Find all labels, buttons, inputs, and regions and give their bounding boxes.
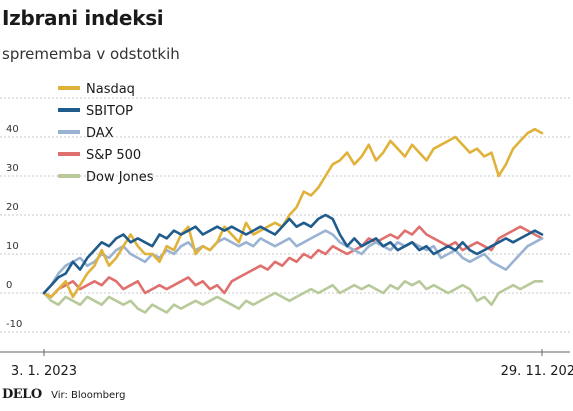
legend-label: Dow Jones: [86, 170, 154, 185]
y-tick-label: 20: [6, 202, 19, 213]
legend-label: S&P 500: [86, 148, 141, 163]
y-tick-label: 10: [6, 241, 19, 252]
brand-logo: DELO: [2, 387, 42, 402]
chart-subtitle: sprememba v odstotkih: [2, 45, 180, 63]
legend-label: SBITOP: [86, 104, 133, 119]
line-chart: -10 0 10 20 30 40 Nasdaq SBITOP DAX S&P 500 Dow J…: [0, 82, 573, 379]
footer: DELO Vir: Bloomberg: [2, 387, 125, 402]
series-line-sbitop: [42, 213, 544, 295]
x-tick-label: 29. 11. 2023: [501, 364, 573, 379]
chart-title: Izbrani indeksi: [2, 6, 164, 30]
source-note: Vir: Bloomberg: [51, 390, 126, 401]
series-line-nasdaq: [42, 127, 544, 299]
series-line-dow-jones: [42, 279, 544, 314]
legend-label: Nasdaq: [86, 82, 135, 97]
x-axis: 3. 1. 2023 29. 11. 2023: [0, 349, 573, 379]
y-tick-labels: -10 0 10 20 30 40: [6, 124, 22, 330]
y-tick-label: -10: [6, 319, 22, 330]
grid-lines: [0, 97, 570, 333]
y-tick-label: 0: [6, 280, 12, 291]
y-tick-label: 30: [6, 163, 19, 174]
x-tick-label: 3. 1. 2023: [11, 364, 77, 379]
series-line-dax: [42, 229, 544, 295]
legend-label: DAX: [86, 126, 114, 141]
legend: Nasdaq SBITOP DAX S&P 500 Dow Jones: [58, 82, 154, 185]
y-tick-label: 40: [6, 124, 19, 135]
series-lines: [42, 127, 544, 314]
